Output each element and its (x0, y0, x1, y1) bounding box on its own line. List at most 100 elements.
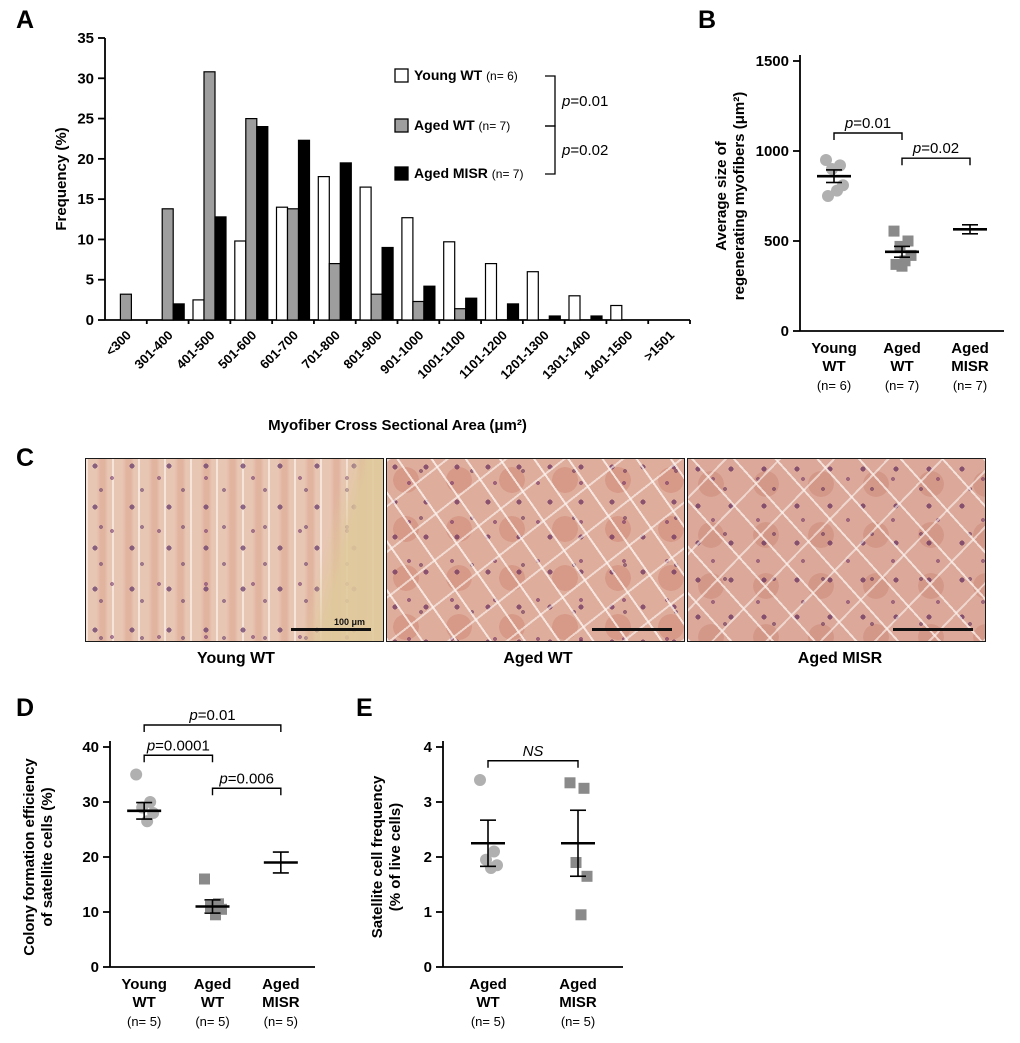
caption-aged-misr: Aged MISR (797, 650, 883, 667)
svg-text:(n= 5): (n= 5) (264, 1014, 298, 1029)
hist-bar (339, 162, 352, 321)
svg-text:Aged WT (n= 7): Aged WT (n= 7) (414, 117, 510, 133)
svg-text:2: 2 (424, 849, 432, 866)
y-axis-title: Frequency (%) (53, 127, 70, 230)
hist-bar (381, 246, 394, 321)
scatter-group (561, 777, 595, 921)
svg-text:10: 10 (82, 904, 99, 921)
scatter-group (263, 833, 298, 902)
scatter-point (888, 225, 900, 237)
svg-text:3: 3 (424, 794, 432, 811)
panel-e-scatter-plot: 0 1 2 3 4 Satellite cell frequency (% of live … (368, 702, 658, 1042)
significance-bracket: p=0.0001 (143, 737, 214, 763)
svg-text:p=0.0001: p=0.0001 (146, 737, 210, 754)
legend-entry: Young WT (n= 6) (394, 67, 518, 83)
svg-text:20: 20 (82, 849, 99, 866)
scatter-point (831, 184, 843, 197)
scatter-point (141, 815, 154, 828)
scatter-group (953, 208, 987, 251)
caption-aged-wt: Aged WT (503, 650, 573, 667)
hist-bar (172, 303, 185, 321)
scatter-point (283, 894, 291, 902)
y-axis-title: Satellite cell frequency (369, 775, 386, 938)
svg-text:Young: Young (121, 976, 167, 993)
svg-text:5: 5 (86, 272, 94, 289)
svg-text:WT: WT (822, 358, 845, 375)
svg-text:35: 35 (77, 30, 94, 47)
x-tick-label: >1501 (641, 328, 677, 364)
svg-text:p=0.006: p=0.006 (218, 770, 274, 787)
panel-b-label: B (698, 6, 717, 34)
x-tick-label: 301-400 (131, 328, 175, 372)
scatter-point (210, 909, 221, 921)
panel-d-scatter-plot: 0 10 20 30 40 Colony formation efficiency of s… (20, 702, 330, 1042)
svg-text:30: 30 (82, 794, 99, 811)
x-axis-title: Myofiber Cross Sectional Area (μm²) (268, 417, 527, 434)
hist-bar (423, 285, 436, 321)
histology-caption-row: Young WT Aged WT Aged MISR (85, 650, 991, 668)
svg-text:NS: NS (523, 743, 544, 760)
svg-text:Young WT (n= 6): Young WT (n= 6) (414, 67, 518, 83)
scatter-point (826, 163, 838, 175)
x-tick-label: 601-700 (257, 328, 301, 372)
significance-bracket: p=0.01 (143, 707, 282, 732)
svg-text:Aged MISR (n= 7): Aged MISR (n= 7) (414, 165, 523, 181)
axes: 0 1 2 3 4 (424, 739, 623, 976)
svg-text:(n= 5): (n= 5) (195, 1014, 229, 1029)
panel-b-scatter-plot: 0 500 1000 1500 Average size of regenerating … (712, 26, 1017, 416)
scatter-point (822, 190, 834, 202)
svg-text:Aged: Aged (951, 340, 989, 357)
scatter-point (485, 862, 497, 874)
scatter-point (564, 777, 576, 789)
scatter-group (885, 225, 919, 272)
svg-text:15: 15 (77, 191, 94, 208)
hist-bar (234, 240, 247, 321)
axes: 0 10 20 30 40 (82, 739, 315, 976)
scatter-point (272, 833, 280, 841)
hist-bar (256, 125, 269, 321)
svg-text:p=0.01: p=0.01 (561, 93, 608, 110)
scatter-point (578, 782, 590, 794)
svg-text:(n= 5): (n= 5) (561, 1014, 595, 1029)
panel-a-label: A (16, 6, 35, 34)
scatter-group (817, 154, 851, 202)
panel-a-histogram: 0 5 10 15 20 25 30 35 <300 301-400 401-500 501-600 6… (50, 30, 700, 447)
hist-bar (506, 303, 520, 321)
svg-text:p=0.01: p=0.01 (188, 707, 235, 724)
scatter-point (962, 208, 969, 216)
hist-bar (203, 71, 216, 321)
scatter-point (199, 873, 210, 885)
y-axis-title: of satellite cells (%) (39, 787, 56, 926)
scatter-point (896, 260, 908, 272)
svg-text:(n= 7): (n= 7) (885, 378, 919, 393)
axes: 0 500 1000 1500 (756, 53, 1004, 340)
svg-text:10: 10 (77, 231, 94, 248)
y-axis-title: Colony formation efficiency (21, 758, 38, 956)
scatter-point (474, 774, 486, 786)
x-tick-label: 401-500 (173, 328, 217, 372)
scatter-point (976, 216, 983, 224)
hist-bar (161, 208, 174, 321)
svg-text:(n= 6): (n= 6) (817, 378, 851, 393)
svg-text:WT: WT (476, 994, 499, 1011)
scatter-point (286, 844, 294, 852)
svg-text:p=0.01: p=0.01 (844, 115, 891, 132)
legend-entry: Aged WT (n= 7) (394, 117, 510, 133)
hist-bar (328, 263, 341, 321)
scatter-point (979, 221, 986, 229)
svg-text:p=0.02: p=0.02 (561, 142, 608, 159)
svg-text:WT: WT (133, 994, 156, 1011)
hist-bar (610, 304, 623, 321)
panel-d-label: D (16, 694, 35, 722)
svg-text:WT: WT (201, 994, 224, 1011)
scatter-point (213, 898, 224, 910)
x-tick-label: 701-800 (299, 328, 343, 372)
svg-text:WT: WT (890, 358, 913, 375)
significance-bracket: p=0.01 (545, 75, 608, 127)
svg-text:1000: 1000 (756, 143, 789, 160)
scatter-point (581, 870, 593, 882)
